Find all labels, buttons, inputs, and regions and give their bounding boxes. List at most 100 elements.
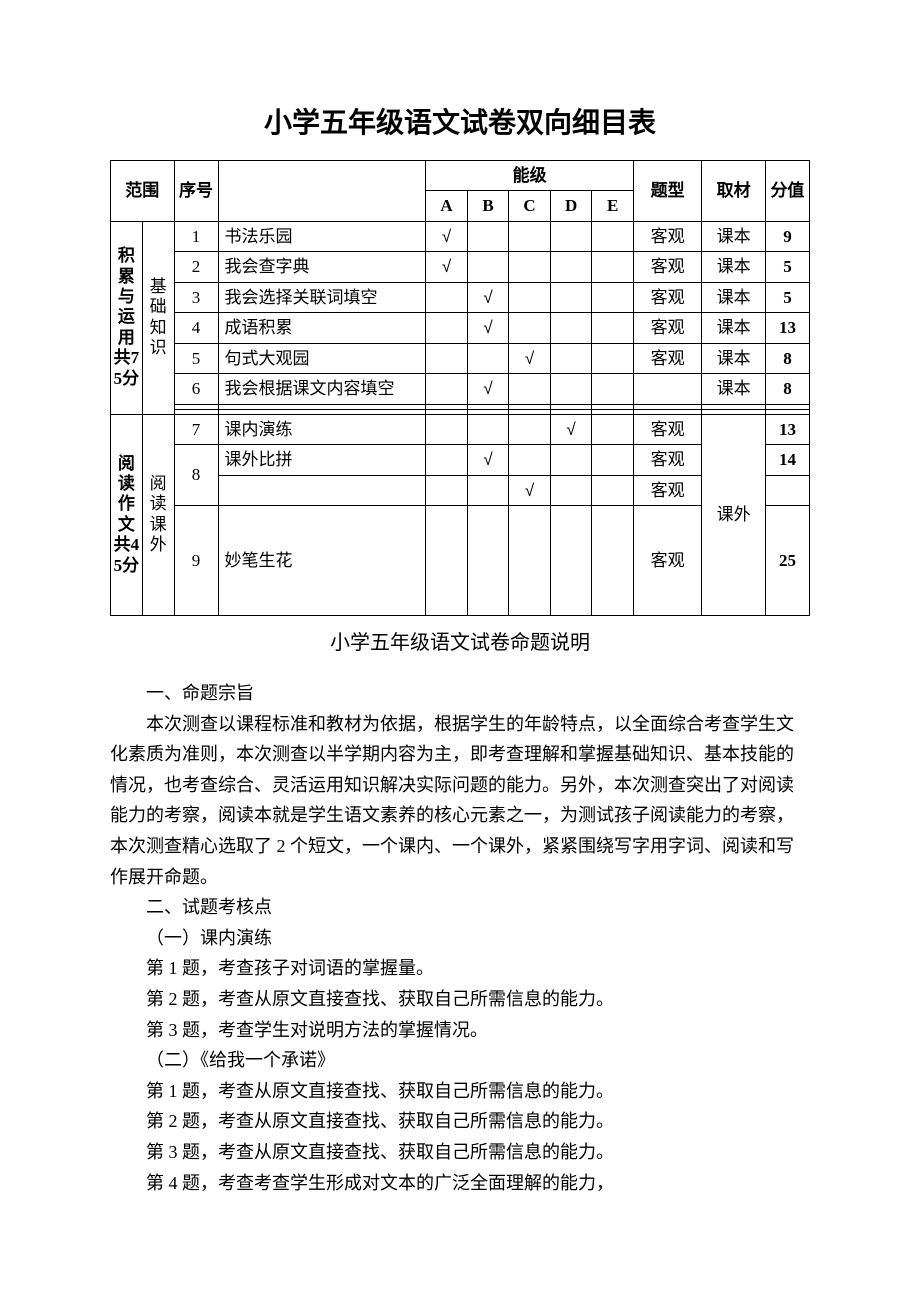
cell-type: 客观 [633, 445, 701, 476]
col-source: 取材 [702, 160, 766, 221]
col-C: C [509, 191, 551, 222]
cell-type: 客观 [633, 282, 701, 313]
cell-E [592, 252, 634, 283]
cell-src: 课本 [702, 374, 766, 405]
table-row: 4 成语积累 √ 客观 课本 13 [111, 313, 810, 344]
cell-type: 客观 [633, 506, 701, 616]
cell-C [509, 506, 551, 616]
table-row: 2 我会查字典 √ 客观 课本 5 [111, 252, 810, 283]
paragraph: 第 2 题，考查从原文直接查找、获取自己所需信息的能力。 [110, 984, 810, 1015]
cell-E [592, 221, 634, 252]
cell-src: 课本 [702, 282, 766, 313]
cell-A [426, 374, 468, 405]
paragraph: 第 1 题，考查从原文直接查找、获取自己所需信息的能力。 [110, 1076, 810, 1107]
cell-type: 客观 [633, 313, 701, 344]
cell-E [592, 414, 634, 445]
cell-no: 4 [174, 313, 218, 344]
cell-src: 课本 [702, 252, 766, 283]
cell-src: 课本 [702, 313, 766, 344]
cell-name: 我会选择关联词填空 [218, 282, 426, 313]
cell-no: 6 [174, 374, 218, 405]
cell-D [550, 506, 592, 616]
cell-B [467, 506, 509, 616]
paragraph: 第 4 题，考查考查学生形成对文本的广泛全面理解的能力， [110, 1168, 810, 1199]
cell-C [509, 445, 551, 476]
cell-B [467, 343, 509, 374]
cell-B: √ [467, 445, 509, 476]
col-D: D [550, 191, 592, 222]
cell-B [467, 414, 509, 445]
cell-C [509, 252, 551, 283]
cell-A [426, 414, 468, 445]
paragraph: 第 2 题，考查从原文直接查找、获取自己所需信息的能力。 [110, 1106, 810, 1137]
cell-B: √ [467, 313, 509, 344]
cell-no: 7 [174, 414, 218, 445]
cell-D [550, 282, 592, 313]
cell-D [550, 313, 592, 344]
cell-score: 13 [765, 313, 809, 344]
cell-E [592, 343, 634, 374]
table-row: 积累与运用共75分 基础知识 1 书法乐园 √ 客观 课本 9 [111, 221, 810, 252]
cell-C: √ [509, 343, 551, 374]
cell-name: 书法乐园 [218, 221, 426, 252]
cell-E [592, 445, 634, 476]
table-row: 3 我会选择关联词填空 √ 客观 课本 5 [111, 282, 810, 313]
cell-A [426, 313, 468, 344]
cell-E [592, 506, 634, 616]
paragraph: 本次测查以课程标准和教材为依据，根据学生的年龄特点，以全面综合考查学生文化素质为… [110, 709, 810, 893]
cell-A [426, 282, 468, 313]
cell-no: 3 [174, 282, 218, 313]
cell-D [550, 445, 592, 476]
section-2-src: 课外 [702, 414, 766, 616]
cell-A [426, 445, 468, 476]
cell-no: 1 [174, 221, 218, 252]
col-type: 题型 [633, 160, 701, 221]
cell-B: √ [467, 282, 509, 313]
cell-score: 5 [765, 252, 809, 283]
cell-no: 5 [174, 343, 218, 374]
cell-name [218, 475, 426, 506]
section-1-label: 积累与运用共75分 [111, 221, 143, 414]
cell-B [467, 475, 509, 506]
cell-D [550, 374, 592, 405]
col-B: B [467, 191, 509, 222]
cell-A: √ [426, 221, 468, 252]
cell-name: 我会查字典 [218, 252, 426, 283]
table-row: 阅读作文共45分 阅读课外 7 课内演练 √ 客观 课外 13 [111, 414, 810, 445]
cell-name: 句式大观园 [218, 343, 426, 374]
cell-E [592, 313, 634, 344]
cell-score: 9 [765, 221, 809, 252]
cell-type: 客观 [633, 475, 701, 506]
section-2-label: 阅读作文共45分 [111, 414, 143, 616]
cell-D [550, 221, 592, 252]
paragraph: 第 3 题，考查学生对说明方法的掌握情况。 [110, 1015, 810, 1046]
cell-E [592, 475, 634, 506]
cell-C [509, 414, 551, 445]
cell-name: 成语积累 [218, 313, 426, 344]
cell-A [426, 506, 468, 616]
spec-table: 范围 序号 能级 题型 取材 分值 A B C D E 积累与运用共75分 基础… [110, 160, 810, 617]
cell-src: 课本 [702, 343, 766, 374]
cell-D: √ [550, 414, 592, 445]
cell-score [765, 475, 809, 506]
cell-src: 课本 [702, 221, 766, 252]
cell-C [509, 282, 551, 313]
paragraph: 第 1 题，考查孩子对词语的掌握量。 [110, 953, 810, 984]
paragraph: 第 3 题，考查从原文直接查找、获取自己所需信息的能力。 [110, 1137, 810, 1168]
col-name-blank [218, 160, 426, 221]
cell-score: 25 [765, 506, 809, 616]
subheading: （二）《给我一个承诺》 [110, 1045, 810, 1076]
cell-score: 8 [765, 374, 809, 405]
cell-name: 课外比拼 [218, 445, 426, 476]
col-seq: 序号 [174, 160, 218, 221]
cell-score: 5 [765, 282, 809, 313]
col-A: A [426, 191, 468, 222]
subtitle: 小学五年级语文试卷命题说明 [110, 626, 810, 660]
subheading: （一）课内演练 [110, 923, 810, 954]
cell-score: 14 [765, 445, 809, 476]
cell-name: 课内演练 [218, 414, 426, 445]
cell-name: 妙笔生花 [218, 506, 426, 616]
table-row: 6 我会根据课文内容填空 √ 课本 8 [111, 374, 810, 405]
section-1-sublabel: 基础知识 [142, 221, 174, 414]
cell-C: √ [509, 475, 551, 506]
